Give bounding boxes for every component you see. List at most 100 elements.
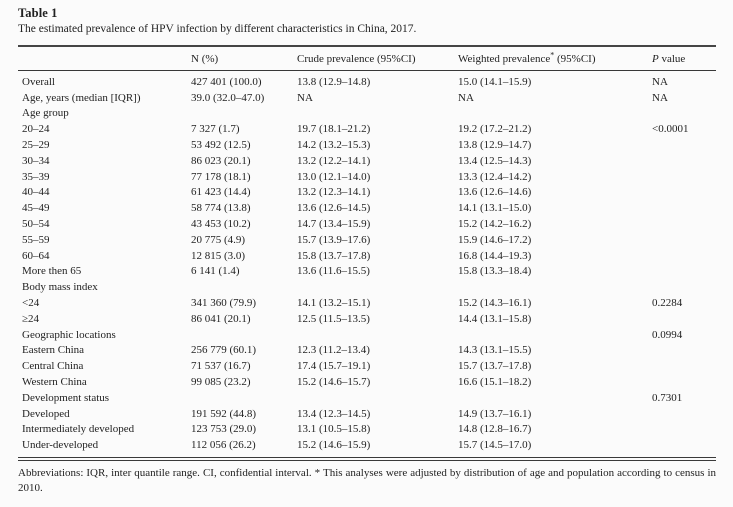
table-row: Geographic locations 0.0994 — [18, 327, 716, 343]
cell-n-percent: 71 537 (16.7) — [191, 360, 251, 373]
cell-p-value: 0.2284 — [652, 297, 683, 310]
cell-p-value: <0.0001 — [652, 123, 689, 136]
cell-n-percent: 77 178 (18.1) — [191, 170, 251, 183]
row-label: Developed — [22, 407, 70, 420]
row-label: ≥24 — [22, 312, 40, 325]
cell-crude-prevalence: 19.7 (18.1–21.2) — [297, 123, 371, 136]
cell-weighted-prevalence: 15.9 (14.6–17.2) — [458, 233, 532, 246]
table-row: Developed 191 592 (44.8) 13.4 (12.3–14.5) 1… — [18, 406, 716, 422]
table-row: Age group — [18, 106, 716, 122]
cell-p-value — [652, 153, 716, 169]
table-row: 25–29 53 492 (12.5) 14.2 (13.2–15.3) 13.8 (… — [18, 137, 716, 153]
row-label: More then 65 — [22, 265, 82, 278]
table-row: Intermediately developed 123 753 (29.0) 13… — [18, 422, 716, 438]
header-weighted-text: Weighted prevalence — [458, 52, 551, 65]
cell-p-value — [652, 279, 716, 295]
prevalence-table: N (%) Crude prevalence (95%CI) Weighted … — [18, 45, 716, 457]
cell-crude-prevalence: 13.2 (12.3–14.1) — [297, 186, 371, 199]
cell-crude-prevalence: 13.2 (12.2–14.1) — [297, 154, 371, 167]
row-label: Geographic locations — [22, 328, 116, 341]
cell-weighted-prevalence: 15.7 (14.5–17.0) — [458, 439, 532, 452]
cell-p-value — [652, 437, 716, 457]
cell-crude-prevalence: 13.6 (12.6–14.5) — [297, 202, 371, 215]
cell-weighted-prevalence — [458, 327, 652, 343]
cell-p-value — [652, 106, 716, 122]
cell-n-percent — [191, 327, 297, 343]
header-n-percent: N (%) — [191, 46, 297, 71]
table-row: Under-developed 112 056 (26.2) 15.2 (14.6–… — [18, 437, 716, 457]
cell-n-percent: 7 327 (1.7) — [191, 123, 240, 136]
table-footnote: Abbreviations: IQR, inter quantile range… — [18, 467, 716, 495]
cell-n-percent: 12 815 (3.0) — [191, 249, 246, 262]
cell-p-value — [652, 185, 716, 201]
cell-p-value: 0.0994 — [652, 328, 683, 341]
table-caption: The estimated prevalence of HPV infectio… — [18, 23, 417, 35]
header-p-rest: value — [658, 52, 686, 65]
table-row: Body mass index — [18, 279, 716, 295]
cell-crude-prevalence — [297, 390, 458, 406]
cell-crude-prevalence: 13.6 (11.6–15.5) — [297, 265, 370, 278]
row-label: Overall — [22, 75, 55, 88]
cell-weighted-prevalence: 13.3 (12.4–14.2) — [458, 170, 532, 183]
table-row: Central China 71 537 (16.7) 17.4 (15.7–19.… — [18, 358, 716, 374]
cell-crude-prevalence: 13.0 (12.1–14.0) — [297, 170, 371, 183]
cell-crude-prevalence: 12.5 (11.5–13.5) — [297, 312, 370, 325]
cell-weighted-prevalence: 14.3 (13.1–15.5) — [458, 344, 532, 357]
table-body: Overall 427 401 (100.0) 13.8 (12.9–14.8) 15… — [18, 71, 716, 458]
cell-weighted-prevalence: 16.8 (14.4–19.3) — [458, 249, 532, 262]
cell-crude-prevalence: NA — [297, 91, 313, 104]
cell-weighted-prevalence: 15.2 (14.2–16.2) — [458, 218, 532, 231]
cell-weighted-prevalence: 15.7 (13.7–17.8) — [458, 360, 532, 373]
row-label: Age group — [22, 107, 69, 120]
row-label: 25–29 — [22, 139, 50, 152]
cell-p-value — [652, 248, 716, 264]
cell-crude-prevalence: 13.1 (10.5–15.8) — [297, 423, 371, 436]
cell-p-value — [652, 358, 716, 374]
row-label: 45–49 — [22, 202, 50, 215]
row-label: 60–64 — [22, 249, 50, 262]
row-label: 40–44 — [22, 186, 50, 199]
header-weighted-asterisk: * — [550, 49, 555, 59]
cell-weighted-prevalence: 14.9 (13.7–16.1) — [458, 407, 532, 420]
cell-crude-prevalence — [297, 106, 458, 122]
cell-crude-prevalence: 15.7 (13.9–17.6) — [297, 233, 371, 246]
table-row: Age, years (median [IQR]) 39.0 (32.0–47.0… — [18, 90, 716, 106]
cell-weighted-prevalence: 13.6 (12.6–14.6) — [458, 186, 532, 199]
table-row: <24 341 360 (79.9) 14.1 (13.2–15.1) 15.2 (1… — [18, 295, 716, 311]
cell-p-value: NA — [652, 91, 668, 104]
row-label: Under-developed — [22, 439, 99, 452]
cell-n-percent: 191 592 (44.8) — [191, 407, 257, 420]
table-row: 50–54 43 453 (10.2) 14.7 (13.4–15.9) 15.2 (… — [18, 216, 716, 232]
cell-n-percent: 6 141 (1.4) — [191, 265, 240, 278]
cell-n-percent: 99 085 (23.2) — [191, 376, 251, 389]
cell-crude-prevalence — [297, 279, 458, 295]
cell-p-value: 0.7301 — [652, 391, 683, 404]
cell-n-percent — [191, 106, 297, 122]
cell-crude-prevalence: 14.2 (13.2–15.3) — [297, 139, 371, 152]
cell-n-percent: 256 779 (60.1) — [191, 344, 257, 357]
cell-weighted-prevalence: 14.8 (12.8–16.7) — [458, 423, 532, 436]
table-row: 55–59 20 775 (4.9) 15.7 (13.9–17.6) 15.9 (1… — [18, 232, 716, 248]
cell-crude-prevalence: 15.2 (14.6–15.7) — [297, 376, 371, 389]
cell-crude-prevalence: 13.4 (12.3–14.5) — [297, 407, 371, 420]
cell-weighted-prevalence: 14.1 (13.1–15.0) — [458, 202, 532, 215]
cell-p-value — [652, 311, 716, 327]
cell-weighted-prevalence: 15.0 (14.1–15.9) — [458, 75, 532, 88]
cell-weighted-prevalence: 13.4 (12.5–14.3) — [458, 154, 532, 167]
cell-p-value — [652, 169, 716, 185]
table-row: ≥24 86 041 (20.1) 12.5 (11.5–13.5) 14.4 (13… — [18, 311, 716, 327]
cell-crude-prevalence: 14.7 (13.4–15.9) — [297, 218, 371, 231]
cell-n-percent: 341 360 (79.9) — [191, 297, 257, 310]
table-row: 45–49 58 774 (13.8) 13.6 (12.6–14.5) 14.1 (… — [18, 200, 716, 216]
cell-weighted-prevalence: 13.8 (12.9–14.7) — [458, 139, 532, 152]
table-row: Overall 427 401 (100.0) 13.8 (12.9–14.8) 15… — [18, 71, 716, 90]
table-row: Western China 99 085 (23.2) 15.2 (14.6–15.… — [18, 374, 716, 390]
cell-n-percent: 123 753 (29.0) — [191, 423, 257, 436]
cell-weighted-prevalence: 19.2 (17.2–21.2) — [458, 123, 532, 136]
table-title: Table 1 — [18, 6, 58, 20]
row-label: 35–39 — [22, 170, 50, 183]
cell-weighted-prevalence: 14.4 (13.1–15.8) — [458, 312, 532, 325]
row-label: 30–34 — [22, 154, 50, 167]
cell-crude-prevalence: 15.2 (14.6–15.9) — [297, 439, 371, 452]
